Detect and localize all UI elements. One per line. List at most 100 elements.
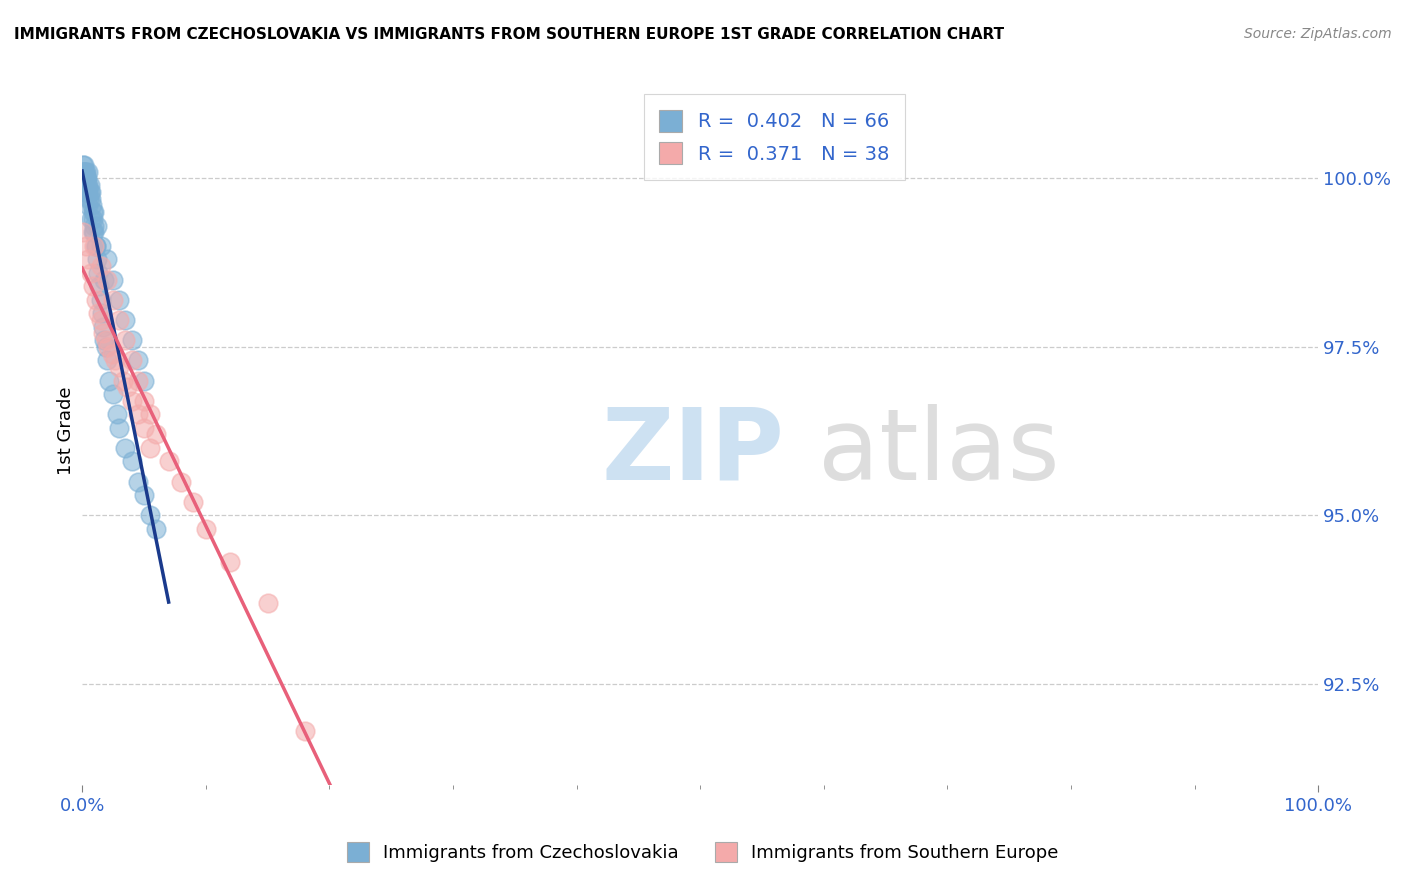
Point bbox=[145, 427, 167, 442]
Point bbox=[132, 374, 155, 388]
Point bbox=[157, 454, 180, 468]
Point bbox=[139, 407, 162, 421]
Point bbox=[77, 198, 100, 212]
Point bbox=[76, 171, 98, 186]
Point bbox=[170, 475, 193, 489]
Point bbox=[75, 165, 97, 179]
Point bbox=[76, 165, 98, 179]
Point bbox=[90, 259, 112, 273]
Point bbox=[114, 313, 136, 327]
Point bbox=[73, 178, 96, 193]
Point bbox=[73, 165, 96, 179]
Point bbox=[108, 313, 131, 327]
Point bbox=[105, 407, 128, 421]
Point bbox=[121, 393, 143, 408]
Point bbox=[256, 596, 278, 610]
Point bbox=[111, 374, 134, 388]
Point bbox=[80, 198, 103, 212]
Point bbox=[132, 421, 155, 435]
Point bbox=[121, 333, 143, 347]
Point bbox=[72, 165, 94, 179]
Point bbox=[127, 374, 149, 388]
Point bbox=[80, 192, 103, 206]
Point bbox=[76, 178, 98, 193]
Text: IMMIGRANTS FROM CZECHOSLOVAKIA VS IMMIGRANTS FROM SOUTHERN EUROPE 1ST GRADE CORR: IMMIGRANTS FROM CZECHOSLOVAKIA VS IMMIGR… bbox=[14, 27, 1004, 42]
Point bbox=[82, 205, 104, 219]
Text: ZIP: ZIP bbox=[602, 404, 785, 500]
Point bbox=[94, 333, 117, 347]
Point bbox=[101, 387, 124, 401]
Point bbox=[90, 239, 112, 253]
Point bbox=[132, 488, 155, 502]
Point bbox=[86, 252, 108, 267]
Point bbox=[82, 279, 104, 293]
Point bbox=[73, 171, 96, 186]
Point bbox=[101, 272, 124, 286]
Point bbox=[97, 340, 120, 354]
Point bbox=[145, 522, 167, 536]
Point bbox=[73, 158, 96, 172]
Point bbox=[80, 185, 103, 199]
Point bbox=[94, 340, 117, 354]
Point bbox=[73, 171, 96, 186]
Point bbox=[127, 353, 149, 368]
Point bbox=[139, 508, 162, 523]
Point bbox=[77, 252, 100, 267]
Point bbox=[79, 178, 101, 193]
Point bbox=[96, 353, 118, 368]
Point bbox=[91, 326, 114, 341]
Point bbox=[84, 293, 107, 307]
Point bbox=[72, 226, 94, 240]
Legend: Immigrants from Czechoslovakia, Immigrants from Southern Europe: Immigrants from Czechoslovakia, Immigran… bbox=[340, 834, 1066, 870]
Point bbox=[114, 441, 136, 455]
Point bbox=[115, 380, 138, 394]
Point bbox=[127, 475, 149, 489]
Point bbox=[104, 353, 127, 368]
Point bbox=[219, 556, 242, 570]
Point bbox=[90, 313, 112, 327]
Point bbox=[87, 266, 110, 280]
Point bbox=[114, 333, 136, 347]
Point bbox=[108, 421, 131, 435]
Point bbox=[139, 441, 162, 455]
Point bbox=[80, 211, 103, 226]
Point bbox=[84, 239, 107, 253]
Point bbox=[86, 219, 108, 233]
Point bbox=[90, 306, 112, 320]
Point bbox=[194, 522, 217, 536]
Point bbox=[75, 185, 97, 199]
Point bbox=[80, 266, 103, 280]
Point bbox=[75, 171, 97, 186]
Point bbox=[84, 239, 107, 253]
Point bbox=[75, 171, 97, 186]
Point bbox=[121, 353, 143, 368]
Point bbox=[83, 219, 105, 233]
Point bbox=[294, 723, 316, 738]
Point bbox=[72, 158, 94, 172]
Text: atlas: atlas bbox=[817, 404, 1059, 500]
Point bbox=[108, 360, 131, 375]
Point bbox=[72, 165, 94, 179]
Point bbox=[82, 226, 104, 240]
Point bbox=[101, 346, 124, 360]
Point bbox=[77, 185, 100, 199]
Point bbox=[108, 293, 131, 307]
Point bbox=[101, 293, 124, 307]
Point bbox=[77, 178, 100, 193]
Point bbox=[93, 333, 115, 347]
Point bbox=[79, 185, 101, 199]
Y-axis label: 1st Grade: 1st Grade bbox=[58, 387, 75, 475]
Point bbox=[127, 407, 149, 421]
Point bbox=[96, 272, 118, 286]
Point bbox=[121, 454, 143, 468]
Point bbox=[75, 165, 97, 179]
Point bbox=[77, 192, 100, 206]
Legend: R =  0.402   N = 66, R =  0.371   N = 38: R = 0.402 N = 66, R = 0.371 N = 38 bbox=[644, 95, 905, 180]
Point bbox=[83, 239, 105, 253]
Point bbox=[72, 171, 94, 186]
Point bbox=[83, 226, 105, 240]
Point bbox=[83, 205, 105, 219]
Point bbox=[183, 495, 205, 509]
Point bbox=[82, 211, 104, 226]
Point bbox=[90, 293, 112, 307]
